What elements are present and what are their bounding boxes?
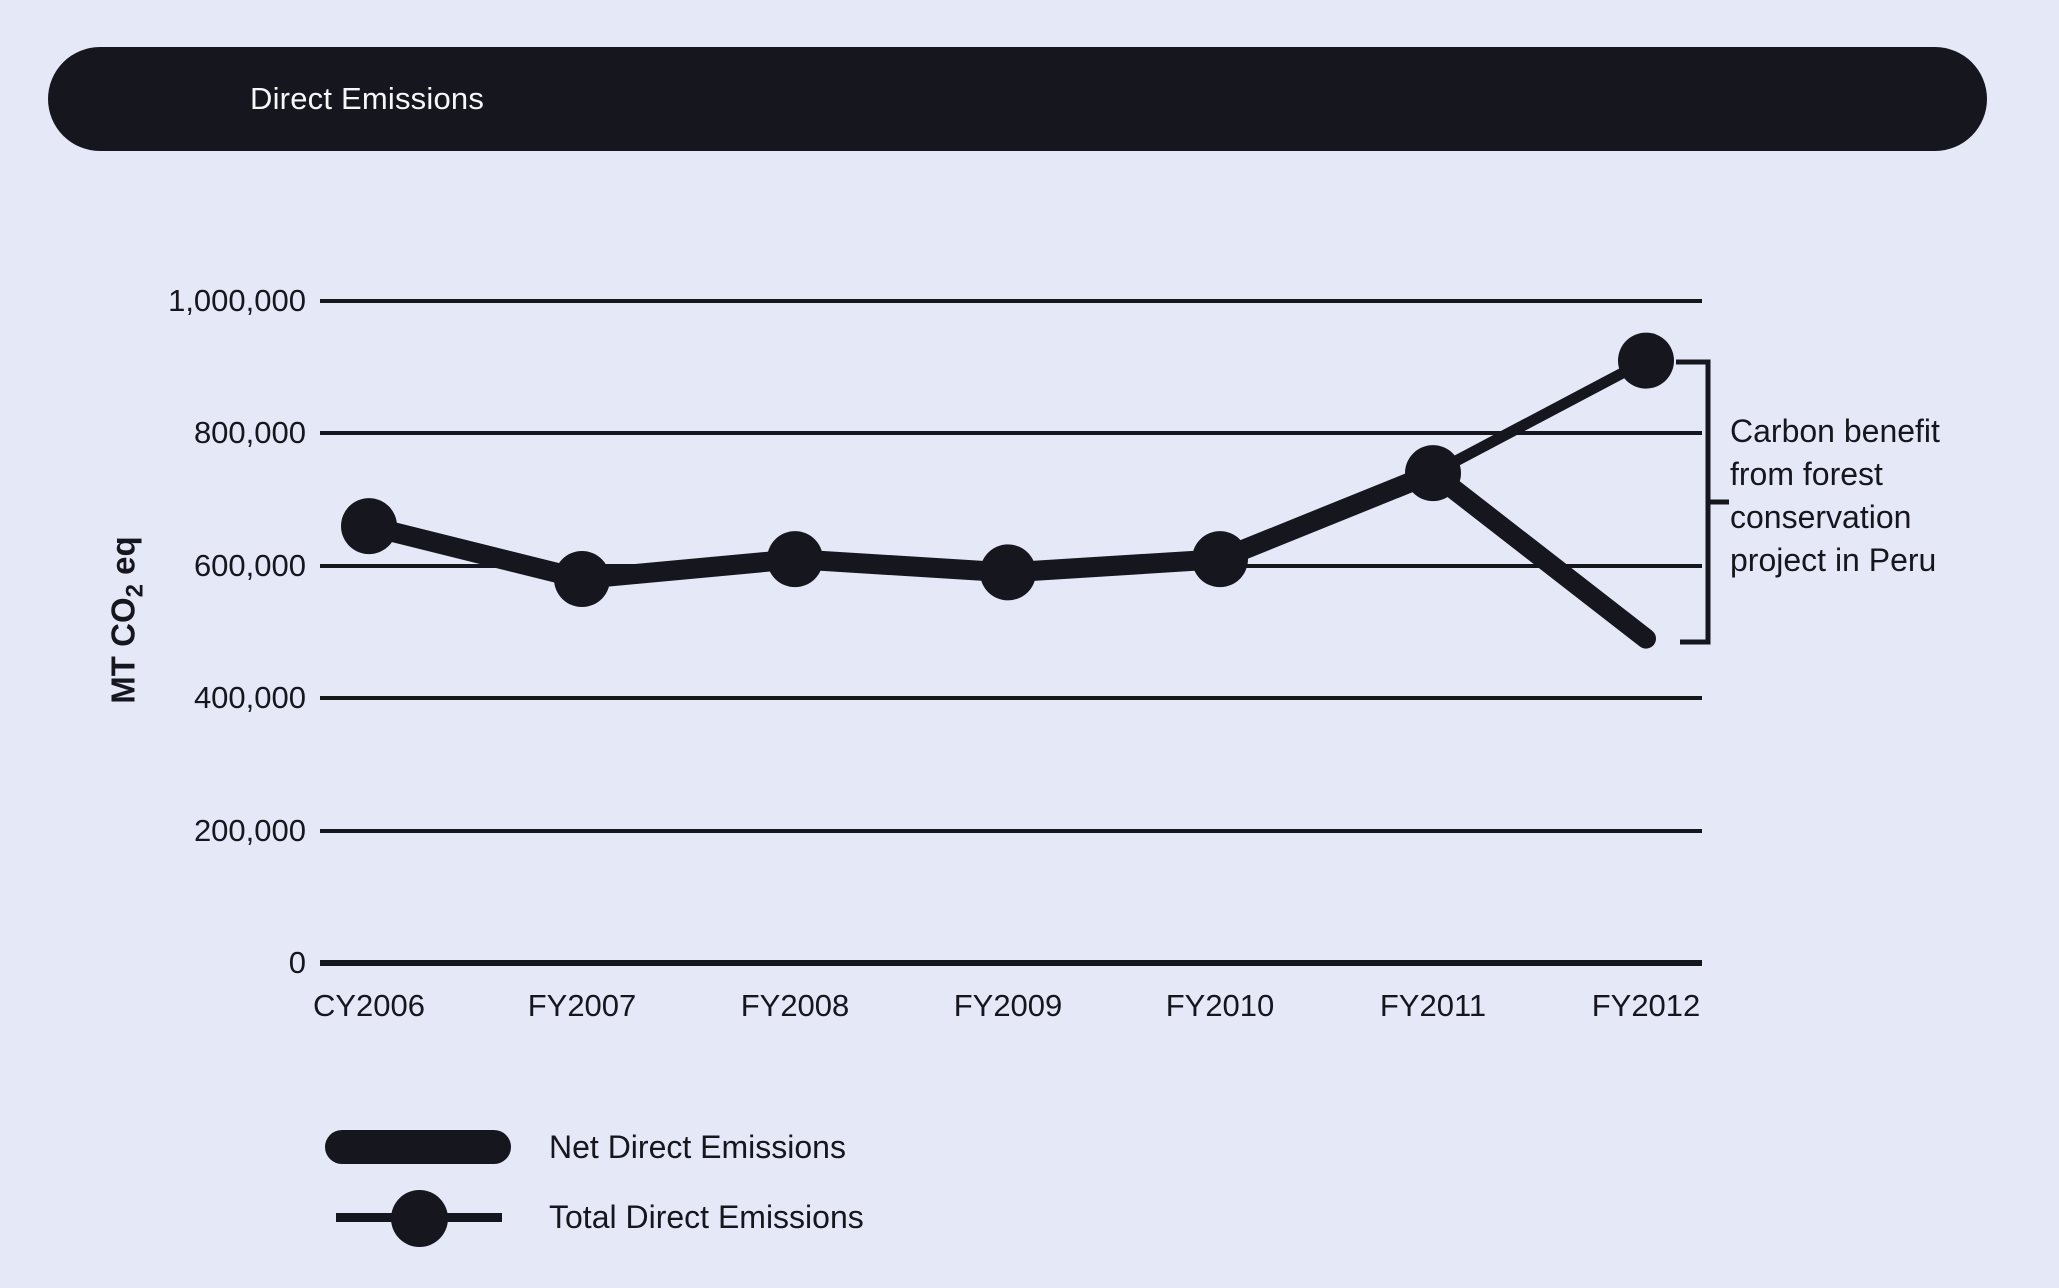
gridline-1000000	[320, 299, 1702, 303]
annotation-bracket	[1676, 359, 1729, 645]
chart-title: Direct Emissions	[250, 81, 485, 116]
x-tick-label: FY2008	[740, 988, 850, 1023]
gridline-400000	[320, 696, 1702, 700]
x-axis-line	[320, 960, 1702, 966]
legend-label-total-direct-emissions: Total Direct Emissions	[549, 1199, 864, 1235]
y-tick-label: 600,000	[193, 548, 306, 583]
total-direct-emissions-marker-FY2008	[767, 531, 823, 588]
x-tick-label: FY2010	[1165, 988, 1275, 1023]
y-tick-label: 800,000	[193, 415, 306, 450]
x-tick-label: FY2007	[527, 988, 637, 1023]
total-direct-emissions-marker-FY2010	[1192, 531, 1248, 588]
y-tick-label: 200,000	[193, 813, 306, 848]
x-tick-label: CY2006	[312, 988, 426, 1023]
total-direct-emissions-marker-FY2009	[980, 544, 1036, 601]
y-tick-label: 400,000	[193, 680, 306, 715]
total-direct-emissions-marker-FY2012	[1618, 332, 1674, 389]
chart-title-bar: Direct Emissions	[48, 47, 1987, 151]
x-tick-label: FY2012	[1591, 988, 1701, 1023]
gridline-800000	[320, 431, 1702, 435]
gridline-200000	[320, 829, 1702, 833]
total-direct-emissions-marker-FY2011	[1405, 445, 1461, 502]
total-direct-emissions-marker-CY2006	[341, 498, 397, 555]
legend-swatch-net-direct-emissions	[325, 1130, 511, 1164]
x-tick-label: FY2011	[1379, 988, 1487, 1023]
legend-circle-total-direct-emissions	[391, 1190, 448, 1247]
legend-label-net-direct-emissions: Net Direct Emissions	[549, 1129, 846, 1165]
y-tick-label: 0	[288, 945, 306, 980]
y-tick-label: 1,000,000	[168, 283, 306, 318]
series-layer	[341, 332, 1674, 649]
total-direct-emissions-marker-FY2007	[554, 551, 610, 608]
annotation-label: Carbon benefit from forest conservation …	[1730, 413, 1940, 578]
x-tick-label: FY2009	[953, 988, 1063, 1023]
